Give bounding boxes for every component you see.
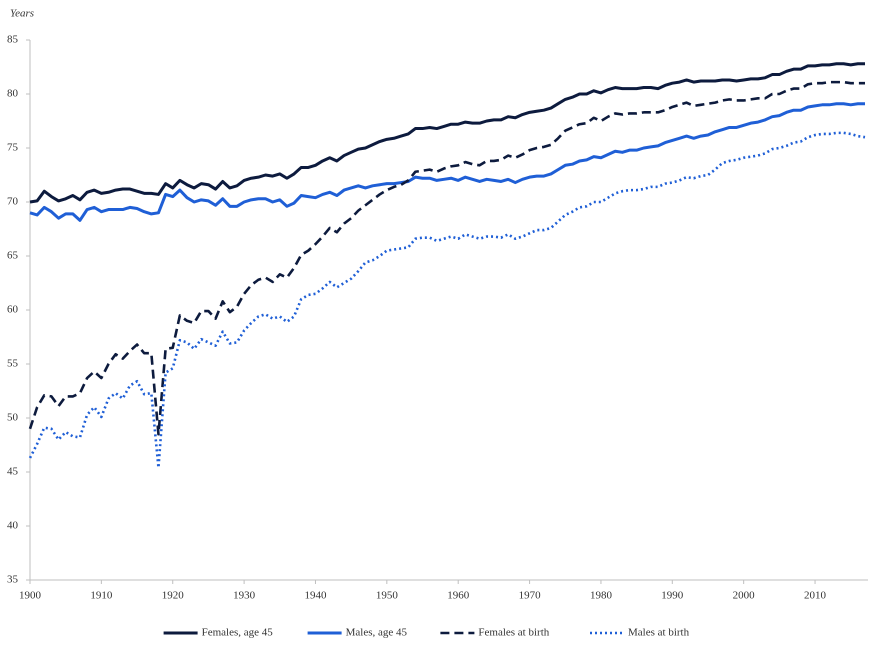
x-tick-label: 1990: [661, 590, 684, 602]
y-tick-label: 65: [7, 250, 19, 262]
legend-label: Females at birth: [478, 627, 549, 639]
y-tick-label: 35: [7, 574, 19, 586]
x-tick-label: 2010: [804, 590, 827, 602]
y-tick-label: 50: [7, 412, 19, 424]
x-tick-label: 1950: [376, 590, 399, 602]
y-tick-label: 70: [7, 196, 19, 208]
y-tick-label: 80: [7, 88, 19, 100]
x-tick-label: 1920: [162, 590, 185, 602]
y-tick-label: 60: [7, 304, 19, 316]
x-tick-label: 1930: [233, 590, 256, 602]
y-tick-label: 85: [7, 34, 19, 46]
x-tick-label: 1910: [90, 590, 113, 602]
legend-label: Males at birth: [628, 627, 690, 639]
x-tick-label: 2000: [733, 590, 756, 602]
x-tick-label: 1980: [590, 590, 613, 602]
series-line: [28, 131, 866, 469]
series-line: [29, 102, 865, 222]
x-tick-label: 1900: [19, 590, 42, 602]
legend-label: Males, age 45: [346, 627, 408, 639]
y-tick-label: 40: [7, 520, 19, 532]
y-tick-label: 45: [7, 466, 19, 478]
x-tick-label: 1940: [304, 590, 327, 602]
legend-label: Females, age 45: [202, 627, 274, 639]
y-tick-label: 75: [7, 142, 19, 154]
y-tick-label: 55: [7, 358, 19, 370]
series-line: [28, 80, 865, 436]
x-tick-label: 1960: [447, 590, 470, 602]
x-tick-label: 1970: [519, 590, 542, 602]
series-line: [29, 62, 865, 204]
y-axis-label: Years: [10, 8, 34, 20]
